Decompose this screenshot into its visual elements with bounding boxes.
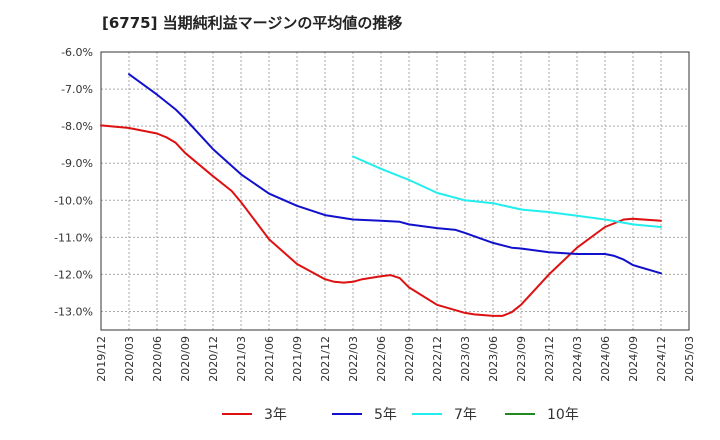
x-tick-label: 2023/03 (459, 336, 472, 382)
x-tick-label: 2024/09 (627, 336, 640, 382)
x-tick-label: 2021/06 (263, 336, 276, 382)
x-tick-label: 2022/03 (347, 336, 360, 382)
x-tick-label: 2021/03 (235, 336, 248, 382)
y-tick-label: -6.0% (61, 46, 93, 59)
y-tick-label: -13.0% (54, 305, 93, 318)
x-tick-label: 2024/12 (655, 336, 668, 382)
x-tick-label: 2021/12 (319, 336, 332, 382)
x-tick-label: 2023/06 (487, 336, 500, 382)
plot-frame (100, 51, 690, 331)
y-tick-label: -8.0% (61, 120, 93, 133)
x-tick-label: 2024/06 (599, 336, 612, 382)
series-line-1 (100, 124, 662, 317)
chart-title: [6775] 当期純利益マージンの平均値の推移 (102, 14, 403, 32)
x-tick-label: 2021/09 (291, 336, 304, 382)
x-tick-label: 2022/12 (431, 336, 444, 382)
y-tick-label: -11.0% (54, 231, 93, 244)
x-tick-label: 2022/09 (403, 336, 416, 382)
y-tick-label: -10.0% (54, 194, 93, 207)
legend-label-2: 5年 (374, 407, 397, 423)
x-tick-label: 2020/03 (123, 336, 136, 382)
legend-label-4: 10年 (547, 407, 579, 423)
x-tick-label: 2020/06 (151, 336, 164, 382)
x-tick-label: 2025/03 (683, 336, 696, 382)
legend-label-3: 7年 (454, 407, 477, 423)
x-tick-label: 2022/06 (375, 336, 388, 382)
y-tick-label: -12.0% (54, 268, 93, 281)
legend-label-1: 3年 (264, 407, 287, 423)
x-tick-label: 2023/09 (515, 336, 528, 382)
x-tick-label: 2023/12 (543, 336, 556, 382)
x-tick-label: 2019/12 (95, 336, 108, 382)
y-tick-label: -7.0% (61, 83, 93, 96)
plot-area (101, 52, 689, 330)
x-tick-label: 2020/09 (179, 336, 192, 382)
series-line-3 (352, 155, 662, 228)
y-tick-label: -9.0% (61, 157, 93, 170)
x-tick-label: 2020/12 (207, 336, 220, 382)
series-line-2 (128, 73, 662, 275)
x-tick-label: 2024/03 (571, 336, 584, 382)
